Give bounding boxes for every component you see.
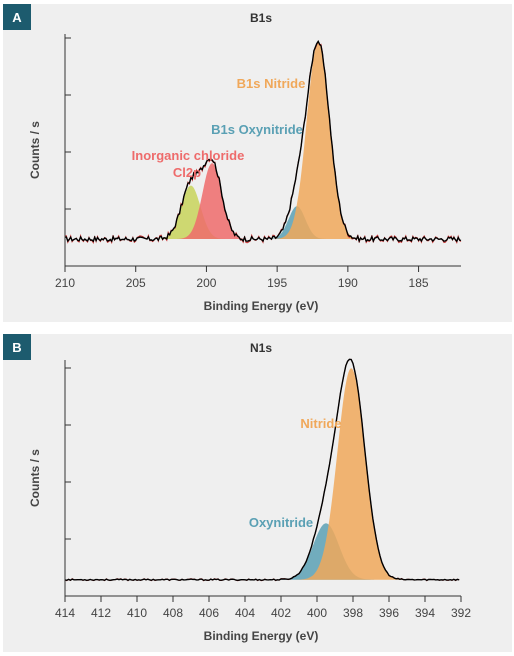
y-axis-label: Counts / s [28, 449, 42, 507]
x-tick-label: 205 [126, 276, 146, 290]
fitted-envelope-line [64, 358, 460, 582]
peak-component-4 [123, 185, 259, 239]
chart-title: N1s [250, 341, 272, 355]
panel-label-b: B [3, 334, 31, 360]
peak-component-1 [237, 42, 399, 239]
x-tick-label: 396 [379, 606, 399, 620]
x-tick-label: 190 [338, 276, 358, 290]
x-tick-label: 410 [127, 606, 147, 620]
x-tick-label: 400 [307, 606, 327, 620]
x-tick-label: 210 [55, 276, 75, 290]
panel-n1s: B N1s 414 412 410 408 406 404 402 400 398 396 394 39… [3, 334, 512, 652]
x-tick-label: 394 [415, 606, 435, 620]
x-tick-label: 392 [451, 606, 471, 620]
peak-annotation: Inorganic chloride [132, 148, 245, 163]
x-tick-label: 408 [163, 606, 183, 620]
n1s-chart: N1s 414 412 410 408 406 404 402 400 398 396 394 392 B… [28, 341, 471, 643]
x-tick-label: 195 [267, 276, 287, 290]
peak-annotation: B1s Oxynitride [211, 122, 303, 137]
x-tick-label: 406 [199, 606, 219, 620]
x-tick-label: 402 [271, 606, 291, 620]
x-tick-label: 398 [343, 606, 363, 620]
x-tick-label: 404 [235, 606, 255, 620]
raw-spectrum-line [64, 358, 460, 582]
fitted-envelope-line [64, 39, 462, 243]
panel-b1s: A B1s 210 205 200 195 190 185 Binding Energy (e… [3, 4, 512, 322]
panel-label-a: A [3, 4, 31, 30]
peak-annotation: Oxynitride [249, 515, 313, 530]
x-tick-label: 200 [196, 276, 216, 290]
y-axis-label: Counts / s [28, 121, 42, 179]
raw-spectrum-line [64, 40, 462, 245]
x-axis-label: Binding Energy (eV) [204, 629, 319, 643]
peak-annotation: Cl2p [173, 165, 201, 180]
peak-annotation: Nitride [300, 416, 341, 431]
x-axis-label: Binding Energy (eV) [204, 299, 319, 313]
peak-annotation: B1s Nitride [237, 76, 306, 91]
b1s-chart: B1s 210 205 200 195 190 185 Binding Energy (eV)… [28, 11, 462, 313]
peak-component-1 [254, 368, 449, 580]
peak-component-3 [144, 163, 280, 239]
x-tick-label: 414 [55, 606, 75, 620]
chart-title: B1s [250, 11, 272, 25]
x-tick-label: 185 [409, 276, 429, 290]
x-tick-label: 412 [91, 606, 111, 620]
